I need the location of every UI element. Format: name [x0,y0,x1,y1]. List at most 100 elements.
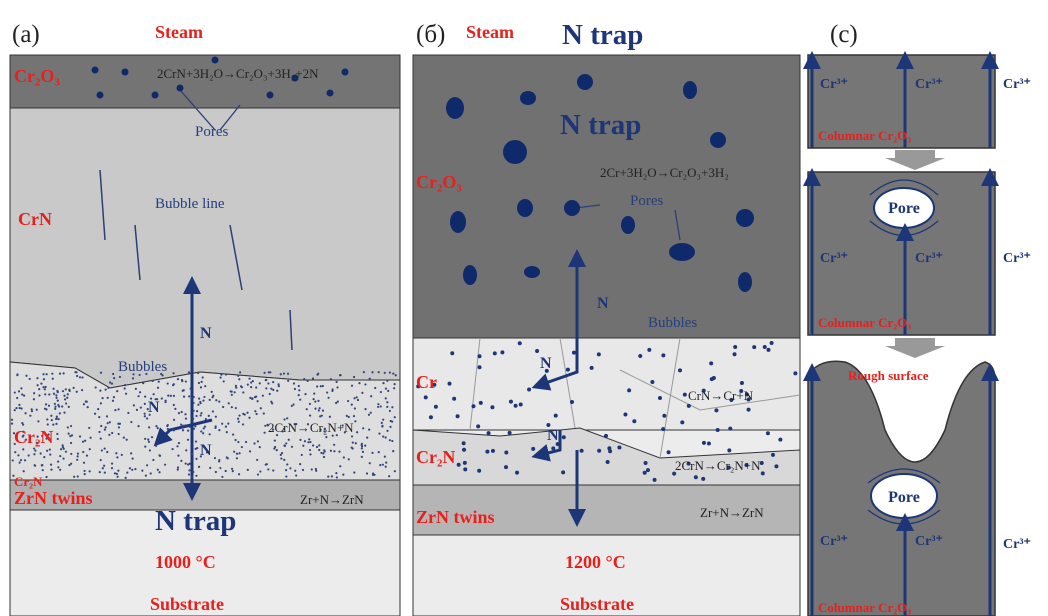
dot [238,452,240,454]
dot [255,386,257,388]
dot [531,447,535,451]
dot [192,402,194,404]
dot [566,368,570,372]
diagram-label: (c) [830,21,858,48]
dot [37,420,39,422]
dot [155,445,157,447]
dot [211,391,213,393]
dot [108,434,110,436]
dot [191,453,193,455]
dot [463,467,467,471]
dot [178,442,180,444]
dot [204,426,206,428]
dot [158,471,160,473]
dot [235,407,237,409]
dot [385,387,387,389]
dot [356,431,358,433]
dot [590,366,594,370]
dot [733,352,737,356]
dot [320,452,322,454]
dot [70,425,72,427]
dot [273,447,275,449]
dot [28,454,30,456]
dot [519,402,523,406]
dot [478,354,482,358]
dot [353,471,355,473]
dot [336,386,338,388]
dot [118,433,120,435]
dot [66,397,68,399]
dot [42,469,44,471]
dot [265,379,267,381]
dot [295,474,297,476]
dot [597,352,601,356]
dot [371,371,373,373]
dot [238,473,240,475]
dot [308,438,310,440]
dot [172,428,174,430]
dot [144,413,146,415]
dot [315,470,317,472]
dot [173,395,175,397]
dot [265,387,267,389]
dot [178,412,180,414]
dot [68,406,70,408]
dot [514,404,518,408]
dot [678,368,682,372]
dot [714,408,718,412]
dot [89,448,91,450]
dot [157,427,159,429]
diagram-label: Substrate [150,594,224,614]
dot [448,382,452,386]
dot [157,387,159,389]
dot [386,406,388,408]
dot [380,405,382,407]
diagram-label: Pore [888,200,920,217]
dot [107,397,109,399]
dot [195,458,197,460]
dot [24,412,26,414]
dot [318,449,320,451]
dot [184,413,186,415]
dot [252,380,254,382]
dot [306,408,308,410]
dot [42,373,44,375]
dot [116,390,118,392]
dot [188,371,190,373]
dot [60,448,62,450]
dot [456,414,460,418]
dot [116,456,118,458]
dot [385,397,387,399]
dot [570,400,574,404]
dot [272,389,274,391]
dot [164,464,166,466]
dot [247,469,249,471]
dot [515,471,519,475]
dot [702,441,706,445]
dot [106,415,108,417]
dot [83,403,85,405]
dot [348,416,350,418]
dot [14,409,16,411]
dot [728,427,732,431]
diagram-label: Cr³⁺ [820,534,848,549]
dot [382,435,384,437]
dot [188,469,190,471]
dot [379,464,381,466]
dot [221,476,223,478]
dot [604,434,608,438]
dot [182,429,184,431]
dot [311,468,313,470]
dot [638,354,642,358]
dot [133,404,135,406]
dot [88,427,90,429]
dot [219,376,221,378]
dot [146,464,148,466]
dot [257,400,259,402]
dot [740,381,744,385]
dot [766,348,770,352]
dot [198,466,200,468]
dot [113,377,115,379]
diagram-label: Columnar Cr₂O₃ [818,128,911,143]
dot [137,395,139,397]
